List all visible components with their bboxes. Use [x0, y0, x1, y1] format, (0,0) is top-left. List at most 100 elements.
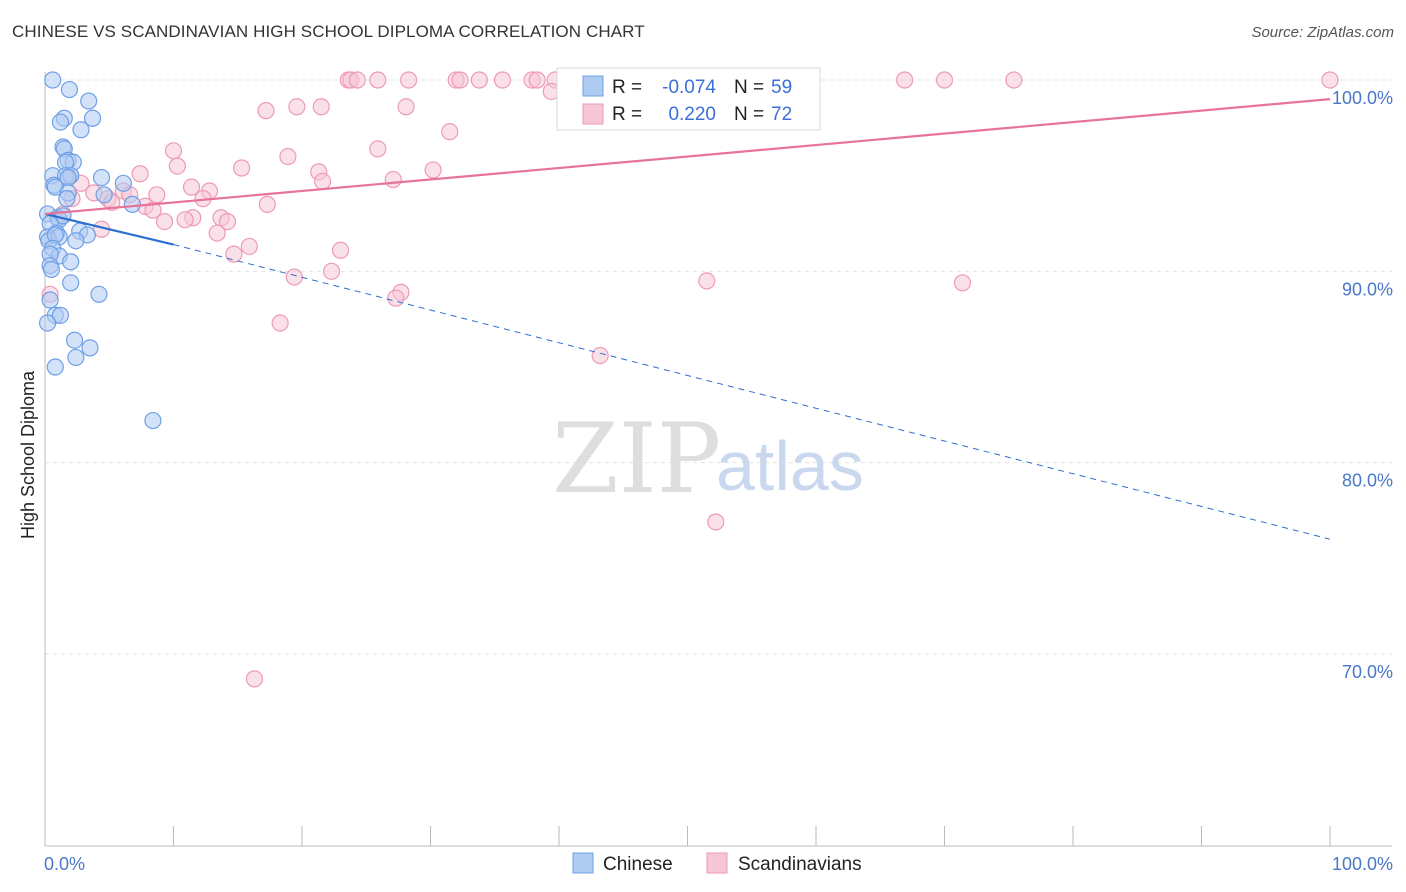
- chinese-point: [92, 168, 111, 187]
- scandinavians-point: [131, 165, 149, 183]
- chinese-point: [67, 348, 85, 367]
- scandinavians-point: [285, 268, 303, 286]
- chart-source: Source: ZipAtlas.com: [1251, 24, 1394, 41]
- legend-r-value-scandinavians: 0.220: [668, 104, 716, 125]
- trend-lines: [44, 98, 1331, 540]
- scandinavians-point: [369, 140, 387, 158]
- scandinavians-point: [528, 71, 546, 89]
- scandinavians-point: [182, 178, 201, 196]
- chinese-trend-extension: [173, 244, 1331, 540]
- scandinavians-trend-line: [44, 98, 1331, 216]
- chinese-point: [41, 291, 59, 309]
- legend-r-value-chinese: -0.074: [662, 77, 716, 98]
- chinese-point: [62, 274, 80, 292]
- chinese-point: [67, 232, 85, 250]
- chinese-point: [83, 109, 102, 127]
- chinese-point: [81, 339, 99, 357]
- chinese-point: [65, 331, 84, 349]
- legend-swatch-chinese: [582, 75, 604, 97]
- y-axis-label: High School Diploma: [18, 370, 38, 539]
- legend-n-value-scandinavians: 72: [771, 104, 792, 125]
- x-tick-marks: [173, 826, 1331, 846]
- chinese-point: [51, 113, 70, 131]
- scandinavians-point: [493, 71, 512, 89]
- x-tick-label-max: 100.0%: [1332, 854, 1393, 874]
- scandinavians-points: [41, 71, 1339, 688]
- chinese-point: [90, 285, 108, 303]
- scandinavians-point: [144, 201, 162, 219]
- watermark-zip: ZIP: [552, 403, 721, 515]
- scandinavians-point: [288, 98, 306, 116]
- legend-n-value-chinese: 59: [771, 77, 792, 98]
- chinese-points: [38, 71, 162, 430]
- scandinavians-point: [896, 71, 914, 89]
- scandinavians-point: [707, 513, 725, 531]
- scandinavians-point: [441, 123, 459, 141]
- chinese-point: [60, 80, 79, 99]
- scandinavians-point: [225, 245, 243, 263]
- scandinavians-point: [384, 170, 402, 189]
- scandinavians-point: [424, 161, 442, 179]
- scandinavians-point: [258, 195, 276, 213]
- chinese-point: [72, 121, 90, 139]
- y-tick-labels: 100.0% 90.0% 80.0% 70.0%: [1332, 88, 1393, 682]
- scandinavians-point: [233, 159, 251, 177]
- scandinavians-point: [257, 102, 275, 120]
- bottom-legend-label-scandinavians[interactable]: Scandinavians: [738, 854, 862, 875]
- scandinavians-point: [164, 142, 183, 160]
- series-legend: Chinese Scandinavians: [572, 852, 862, 875]
- scandinavians-point: [953, 274, 972, 292]
- scandinavians-point: [245, 670, 264, 688]
- scandinavians-point: [387, 289, 405, 307]
- y-tick-label: 80.0%: [1342, 471, 1393, 491]
- scandinavians-point: [168, 157, 186, 175]
- y-tick-label: 70.0%: [1342, 662, 1393, 682]
- chinese-point: [114, 174, 132, 192]
- scandinavians-point: [208, 224, 226, 242]
- chinese-point: [58, 190, 76, 208]
- scandinavians-point: [1321, 71, 1339, 89]
- scandinavians-point: [312, 98, 330, 116]
- scandinavians-point: [470, 71, 488, 89]
- x-tick-label-min: 0.0%: [44, 854, 85, 874]
- correlation-legend: R = -0.074 N = 59 R = 0.220 N = 72: [556, 67, 821, 131]
- chinese-point: [44, 71, 62, 89]
- chinese-point: [80, 92, 98, 110]
- scandinavians-point: [240, 237, 258, 256]
- chinese-point: [51, 306, 70, 324]
- chinese-point: [62, 253, 80, 271]
- scandinavians-point: [271, 314, 289, 332]
- chinese-point: [144, 411, 162, 430]
- bottom-legend-label-chinese[interactable]: Chinese: [603, 854, 673, 875]
- y-tick-label: 100.0%: [1332, 88, 1393, 108]
- scandinavians-point: [313, 172, 332, 191]
- legend-r-label-scandinavians: R =: [612, 104, 642, 125]
- scandinavians-point: [348, 71, 366, 89]
- scandinavians-point: [397, 98, 415, 116]
- chart-title: CHINESE VS SCANDINAVIAN HIGH SCHOOL DIPL…: [12, 22, 645, 41]
- legend-swatch-scandinavians: [582, 103, 604, 125]
- legend-n-label-chinese: N =: [734, 77, 764, 98]
- scandinavians-point: [279, 147, 297, 166]
- legend-n-label-scandinavians: N =: [734, 104, 764, 125]
- scandinavians-point: [935, 71, 954, 89]
- scandinavians-point: [591, 346, 609, 365]
- scandinavians-point: [400, 71, 418, 89]
- bottom-legend-swatch-chinese[interactable]: [572, 852, 594, 874]
- scandinavians-point: [698, 272, 716, 290]
- chinese-point: [46, 358, 64, 376]
- y-tick-label: 90.0%: [1342, 279, 1393, 299]
- chinese-trend-line: [44, 212, 174, 246]
- scandinavians-point: [218, 212, 237, 231]
- watermark-atlas: atlas: [716, 427, 864, 505]
- scandinavians-point: [451, 71, 469, 89]
- chinese-point: [95, 186, 113, 204]
- bottom-legend-swatch-scandinavians[interactable]: [706, 852, 728, 874]
- scandinavians-point: [369, 71, 387, 89]
- chinese-point: [38, 314, 57, 332]
- legend-r-label-chinese: R =: [612, 77, 642, 98]
- scandinavians-point: [322, 262, 341, 280]
- chinese-point: [42, 260, 61, 279]
- scandinavians-point: [1005, 71, 1023, 89]
